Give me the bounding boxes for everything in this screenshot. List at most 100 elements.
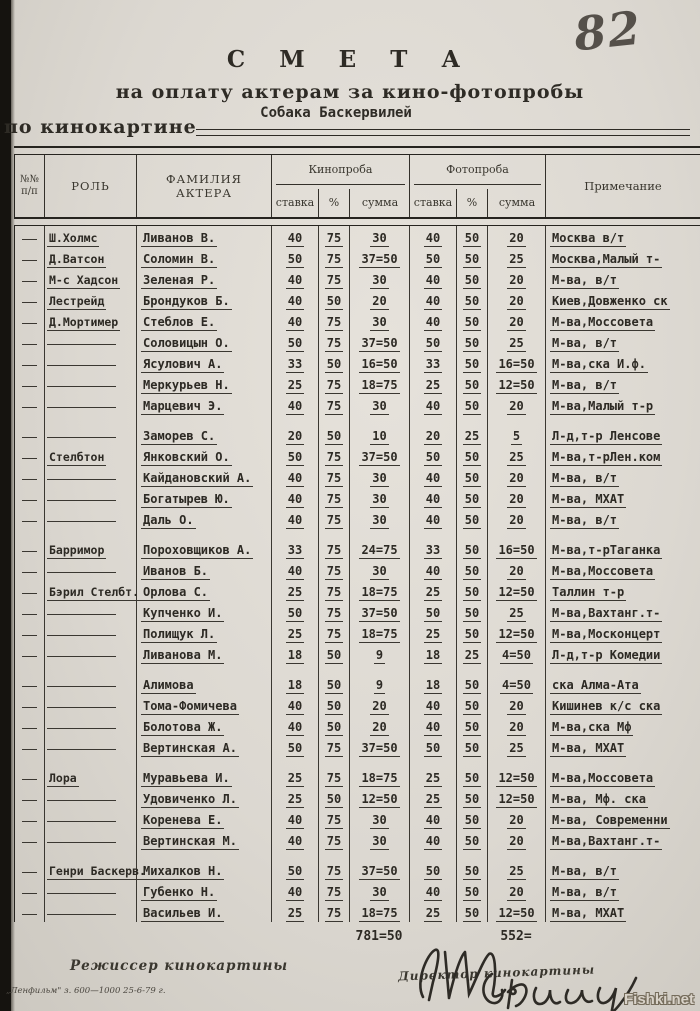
cell-krate: 40: [272, 466, 319, 487]
table-row: Ясулович А. 33 50 16=50 33 50 16=50 М-ва,ска И.…: [15, 352, 700, 373]
cell-note: М-ва,Моссовета: [550, 564, 656, 580]
table-row: Ливанова М. 18 50 9 18 25 4=50 Л-д,т-р Комедии: [15, 643, 700, 664]
cell-actor: Болотова Ж.: [137, 715, 272, 736]
cell-kpct: 75: [319, 331, 350, 352]
col-header-role: РОЛЬ: [45, 155, 137, 217]
cell-krate: [272, 415, 319, 424]
cell-prate: [410, 850, 457, 859]
row-number-dash: [22, 593, 37, 594]
row-number-dash: [22, 500, 37, 501]
spacer-row: [15, 850, 700, 859]
table-row: Вертинская А. 50 75 37=50 50 50 25 М-ва, МХАТ: [15, 736, 700, 757]
row-number-dash: [22, 302, 37, 303]
cell-role: Ш.Холмс: [45, 226, 137, 247]
spacer-row: [15, 757, 700, 766]
cell-num: [15, 310, 45, 331]
cell-kpct: 75: [319, 901, 350, 922]
table-row: Лестрейд Брондуков Б. 40 50 20 40 50 20 Киев,Дов…: [15, 289, 700, 310]
empty-role-dash: [47, 614, 117, 615]
cell-krate: 40: [272, 829, 319, 850]
cell-num: [15, 664, 45, 673]
cell-krate: 40: [272, 508, 319, 529]
row-number-dash: [22, 893, 37, 894]
cell-psum: 20: [488, 466, 546, 487]
cell-note: М-ва,Моссовета: [550, 771, 656, 787]
table-row: Богатырев Ю. 40 75 30 40 50 20 М-ва, МХАТ: [15, 487, 700, 508]
cell-note: Таллин т-р: [550, 585, 627, 601]
cell-role: [45, 424, 137, 445]
cell-actor: Ясулович А.: [137, 352, 272, 373]
row-number-dash: [22, 479, 37, 480]
cell-krate: 40: [272, 289, 319, 310]
cell-ppct: 50: [457, 508, 488, 529]
cell-kpct: 50: [319, 643, 350, 664]
cell-num: [15, 538, 45, 559]
row-number-dash: [22, 635, 37, 636]
cell-krate: 50: [272, 601, 319, 622]
cell-num: [15, 226, 45, 247]
cell-ppct: [457, 664, 488, 673]
cell-prate: 40: [410, 880, 457, 901]
cell-note: [546, 529, 700, 538]
cell-kpct: [319, 529, 350, 538]
cell-note: М-ва, МХАТ: [550, 492, 627, 508]
cell-note: М-ва, в/т: [550, 378, 620, 394]
cell-ksum: 30: [350, 808, 410, 829]
row-number-dash: [22, 914, 37, 915]
cell-ppct: 50: [457, 736, 488, 757]
cell-actor: Соломин В.: [137, 247, 272, 268]
row-number-dash: [22, 458, 37, 459]
cell-psum: 12=50: [488, 580, 546, 601]
table-row: Ш.Холмс Ливанов В. 40 75 30 40 50 20 Москва в/т: [15, 226, 700, 247]
cell-actor: Муравьева И.: [137, 766, 272, 787]
cell-kpct: [319, 850, 350, 859]
cell-prate: 25: [410, 766, 457, 787]
empty-role-dash: [47, 656, 117, 657]
cell-prate: 40: [410, 466, 457, 487]
scan-edge-shadow: [11, 0, 15, 1011]
cell-psum: 12=50: [488, 373, 546, 394]
cell-num: [15, 487, 45, 508]
cell-actor: Зеленая Р.: [137, 268, 272, 289]
cell-krate: 40: [272, 715, 319, 736]
table-header-rule: [14, 217, 700, 226]
cell-psum: 4=50: [488, 643, 546, 664]
site-watermark: Fishki.net: [623, 991, 694, 1008]
cell-ppct: [457, 529, 488, 538]
cell-psum: 25: [488, 445, 546, 466]
cell-note: Л-д,т-р Комедии: [550, 648, 663, 664]
film-title-typed: Собака Баскервилей: [260, 105, 412, 121]
cell-ppct: 50: [457, 601, 488, 622]
cell-ppct: 50: [457, 352, 488, 373]
cell-num: [14, 922, 44, 945]
cell-kpct: 50: [319, 673, 350, 694]
cell-actor: [137, 415, 272, 424]
cell-psum: 12=50: [488, 787, 546, 808]
table-row: Заморев С. 20 50 10 20 25 5 Л-д,т-р Ленсове: [15, 424, 700, 445]
cell-role: [45, 622, 137, 643]
cell-num: [15, 829, 45, 850]
row-number-dash: [22, 821, 37, 822]
table-row: Марцевич Э. 40 75 30 40 50 20 М-ва,Малый т-р: [15, 394, 700, 415]
cell-actor: Михалков Н.: [137, 859, 272, 880]
cell-kpct: 50: [319, 694, 350, 715]
cell-psum: [488, 415, 546, 424]
cell-role: [45, 487, 137, 508]
cell-num: [15, 859, 45, 880]
cell-ppct: 50: [457, 880, 488, 901]
cell-ppct: 50: [457, 373, 488, 394]
cell-ppct: [457, 757, 488, 766]
cell-krate: 40: [272, 226, 319, 247]
table-header: №№ п/п РОЛЬ ФАМИЛИЯ АКТЕРА Кинопроба став…: [14, 155, 700, 217]
cell-prate: [410, 664, 457, 673]
cell-psum: 20: [488, 487, 546, 508]
cell-psum: 20: [488, 394, 546, 415]
cell-kpct: 50: [319, 715, 350, 736]
cell-prate: 50: [410, 859, 457, 880]
cell-actor: Меркурьев Н.: [137, 373, 272, 394]
cell-note: ска Алма-Ата: [550, 678, 641, 694]
cell-kpct: 75: [319, 622, 350, 643]
cell-ksum: 9: [350, 643, 410, 664]
cell-krate: 25: [272, 766, 319, 787]
cell-psum: [488, 757, 546, 766]
